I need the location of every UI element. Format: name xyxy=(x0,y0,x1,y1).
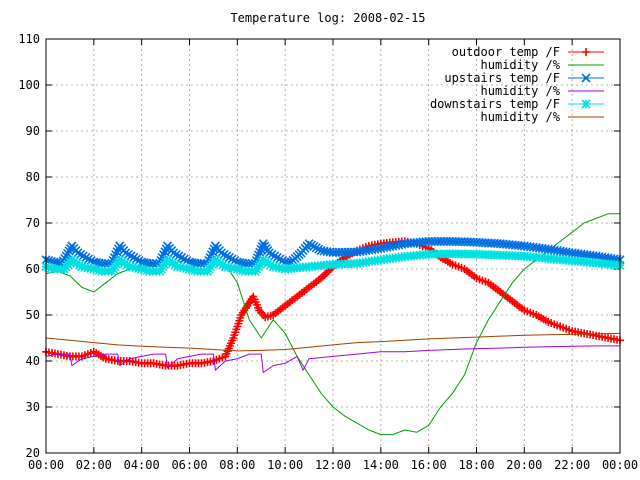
legend-label: humidity /% xyxy=(481,58,561,72)
legend-entry-humidity-6: humidity /% xyxy=(481,110,604,124)
x-tick-label: 18:00 xyxy=(458,458,494,472)
series-line xyxy=(45,332,621,352)
legend-marker xyxy=(582,48,590,56)
y-tick-label: 70 xyxy=(26,216,40,230)
x-tick-label: 02:00 xyxy=(76,458,112,472)
legend-label: downstairs temp /F xyxy=(430,97,560,111)
x-tick-label: 06:00 xyxy=(171,458,207,472)
y-tick-label: 110 xyxy=(18,32,40,46)
x-tick-label: 04:00 xyxy=(124,458,160,472)
x-tick-label: 12:00 xyxy=(315,458,351,472)
y-axis: 20 30 40 50 60 70 80 90 100 110 xyxy=(18,32,620,460)
x-tick-label: 08:00 xyxy=(219,458,255,472)
legend-entry-outdoor-temp-f-1: outdoor temp /F xyxy=(452,45,604,59)
series-humidity-4 xyxy=(45,345,620,373)
x-tick-label: 20:00 xyxy=(506,458,542,472)
legend-marker xyxy=(581,73,591,83)
legend-label: humidity /% xyxy=(481,84,561,98)
legend-entry-humidity-4: humidity /% xyxy=(481,84,604,98)
legend-label: outdoor temp /F xyxy=(452,45,560,59)
y-tick-label: 40 xyxy=(26,354,40,368)
series-layer xyxy=(41,213,625,436)
data-point xyxy=(255,247,265,257)
y-tick-label: 20 xyxy=(26,446,40,460)
series-humidity-6 xyxy=(45,332,621,352)
x-tick-label: 16:00 xyxy=(411,458,447,472)
y-tick-label: 50 xyxy=(26,308,40,322)
legend-label: upstairs temp /F xyxy=(444,71,560,85)
plot-border xyxy=(45,38,621,454)
x-axis: 00:00 02:00 04:00 06:00 08:00 10:00 12:00 14:00… xyxy=(28,39,638,472)
y-tick-label: 30 xyxy=(26,400,40,414)
legend-entry-upstairs-temp-f-3: upstairs temp /F xyxy=(444,71,604,85)
y-tick-label: 90 xyxy=(26,124,40,138)
x-tick-label: 10:00 xyxy=(267,458,303,472)
chart-title: Temperature log: 2008-02-15 xyxy=(230,11,425,25)
x-tick-label: 22:00 xyxy=(554,458,590,472)
y-tick-label: 100 xyxy=(18,78,40,92)
legend-entry-humidity-2: humidity /% xyxy=(481,58,604,72)
legend-entry-downstairs-temp-f-5: downstairs temp /F xyxy=(430,97,604,111)
legend-label: humidity /% xyxy=(481,110,561,124)
series-downstairs-temp-f-5 xyxy=(41,249,625,276)
x-tick-label: 14:00 xyxy=(363,458,399,472)
x-tick-label: 00:00 xyxy=(602,458,638,472)
y-tick-label: 80 xyxy=(26,170,40,184)
y-tick-label: 60 xyxy=(26,262,40,276)
series-line xyxy=(45,345,620,373)
legend-marker xyxy=(581,99,591,109)
x-tick-label: 00:00 xyxy=(28,458,64,472)
